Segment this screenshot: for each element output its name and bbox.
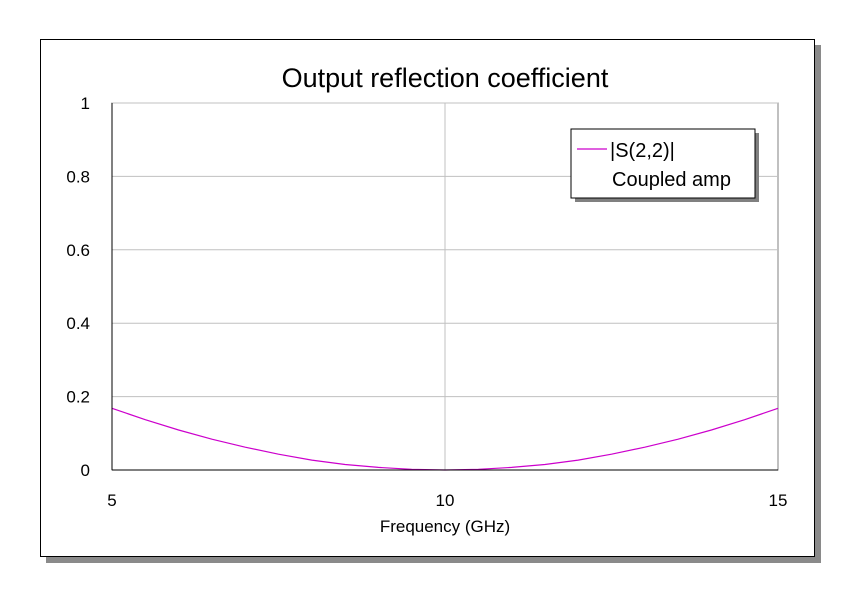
x-tick-label: 15 <box>769 491 788 510</box>
x-tick-label: 5 <box>107 491 116 510</box>
y-tick-label: 0.4 <box>66 314 90 333</box>
y-tick-label: 0.2 <box>66 388 90 407</box>
grid-lines <box>112 102 778 470</box>
y-tick-label: 0.6 <box>66 241 90 260</box>
x-tick-labels: 5 10 15 <box>107 491 787 510</box>
legend: |S(2,2)| Coupled amp <box>570 128 759 202</box>
chart-title: Output reflection coefficient <box>282 63 609 93</box>
y-tick-label: 0.8 <box>66 167 90 186</box>
legend-series-subtitle: Coupled amp <box>612 169 731 191</box>
x-axis-label: Frequency (GHz) <box>380 517 510 536</box>
y-tick-labels: 0 0.2 0.4 0.6 0.8 1 <box>66 94 90 480</box>
legend-series-name: |S(2,2)| <box>610 140 675 162</box>
y-tick-label: 1 <box>81 94 90 113</box>
x-tick-label: 10 <box>436 491 455 510</box>
y-tick-label: 0 <box>81 461 90 480</box>
legend-box <box>570 128 756 199</box>
